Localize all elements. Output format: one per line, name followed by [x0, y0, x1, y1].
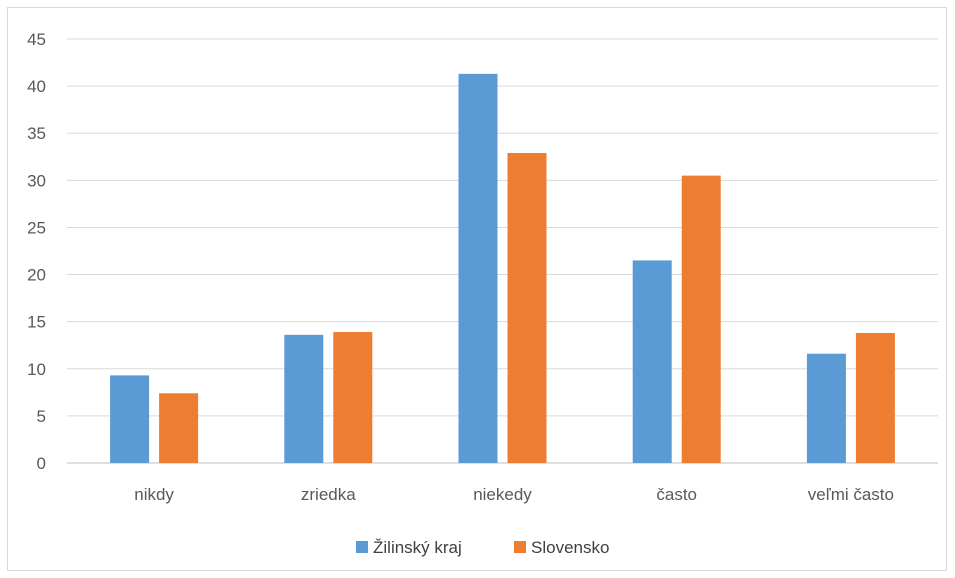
legend-label: Žilinský kraj	[373, 538, 462, 557]
legend: Žilinský kraj Slovensko	[356, 538, 609, 557]
x-tick-label: veľmi často	[808, 485, 894, 504]
y-tick-label: 45	[27, 30, 46, 49]
bar-zilinsky-kraj	[458, 73, 498, 464]
y-tick-label: 40	[27, 77, 46, 96]
gridlines	[67, 38, 938, 464]
y-axis-ticks: 0 5 10 15 20 25 30 35 40 45	[27, 30, 46, 473]
bar-slovensko	[507, 153, 547, 463]
legend-swatch	[356, 541, 368, 553]
legend-label: Slovensko	[531, 538, 609, 557]
x-tick-label: zriedka	[301, 485, 356, 504]
y-tick-label: 35	[27, 124, 46, 143]
x-axis-ticks: nikdy zriedka niekedy často veľmi často	[134, 485, 894, 504]
bars	[110, 73, 895, 464]
x-tick-label: niekedy	[473, 485, 532, 504]
bar-zilinsky-kraj	[110, 375, 150, 463]
bar-zilinsky-kraj	[632, 260, 672, 463]
bar-zilinsky-kraj	[284, 334, 324, 463]
y-tick-label: 0	[37, 454, 46, 473]
y-tick-label: 20	[27, 266, 46, 285]
bar-slovensko	[681, 175, 721, 463]
bar-slovensko	[159, 393, 199, 463]
bar-slovensko	[855, 332, 895, 463]
y-tick-label: 30	[27, 171, 46, 190]
x-tick-label: často	[656, 485, 697, 504]
y-tick-label: 5	[37, 407, 46, 426]
y-tick-label: 25	[27, 218, 46, 237]
legend-swatch	[514, 541, 526, 553]
x-tick-label: nikdy	[134, 485, 174, 504]
bar-slovensko	[333, 332, 373, 463]
y-tick-label: 15	[27, 313, 46, 332]
bar-zilinsky-kraj	[806, 353, 846, 463]
y-tick-label: 10	[27, 360, 46, 379]
